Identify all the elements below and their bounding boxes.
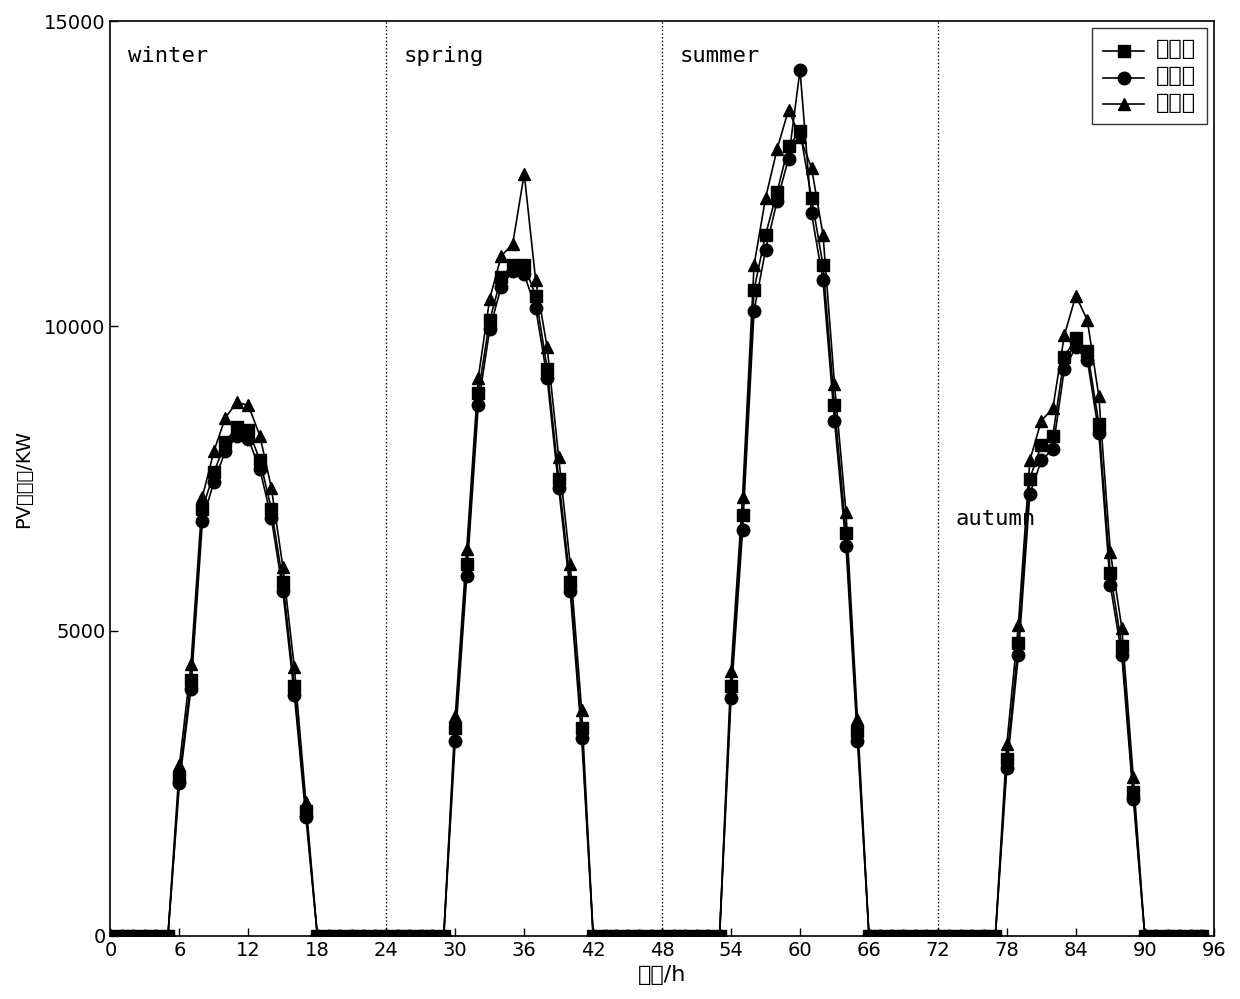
预测値 [1115, 649, 1130, 661]
预测値 [655, 930, 670, 942]
经济性 [253, 455, 268, 467]
Text: winter: winter [128, 46, 208, 66]
安全性 [781, 104, 796, 116]
安全性 [655, 930, 670, 942]
预测値 [1195, 930, 1210, 942]
安全性 [1195, 930, 1210, 942]
Legend: 经济性, 预测値, 安全性: 经济性, 预测値, 安全性 [1091, 28, 1207, 125]
经济性 [574, 722, 589, 734]
经济性 [1115, 640, 1130, 652]
经济性 [413, 930, 428, 942]
安全性 [413, 930, 428, 942]
X-axis label: 小时/h: 小时/h [637, 965, 686, 985]
Text: summer: summer [680, 46, 760, 66]
Text: spring: spring [403, 46, 484, 66]
经济性 [792, 125, 807, 137]
安全性 [103, 930, 118, 942]
安全性 [1115, 622, 1130, 634]
安全性 [689, 930, 704, 942]
安全性 [574, 704, 589, 716]
预测値 [253, 464, 268, 476]
经济性 [103, 930, 118, 942]
Line: 经济性: 经济性 [104, 125, 1209, 942]
经济性 [655, 930, 670, 942]
安全性 [253, 430, 268, 442]
经济性 [1195, 930, 1210, 942]
预测値 [103, 930, 118, 942]
Text: autumn: autumn [955, 509, 1035, 529]
Line: 安全性: 安全性 [104, 104, 1209, 942]
预测値 [413, 930, 428, 942]
Line: 预测値: 预测値 [104, 64, 1209, 942]
预测値 [792, 64, 807, 76]
经济性 [689, 930, 704, 942]
预测値 [689, 930, 704, 942]
Y-axis label: PV输出値/KW: PV输出値/KW [14, 430, 33, 527]
预测値 [574, 731, 589, 743]
